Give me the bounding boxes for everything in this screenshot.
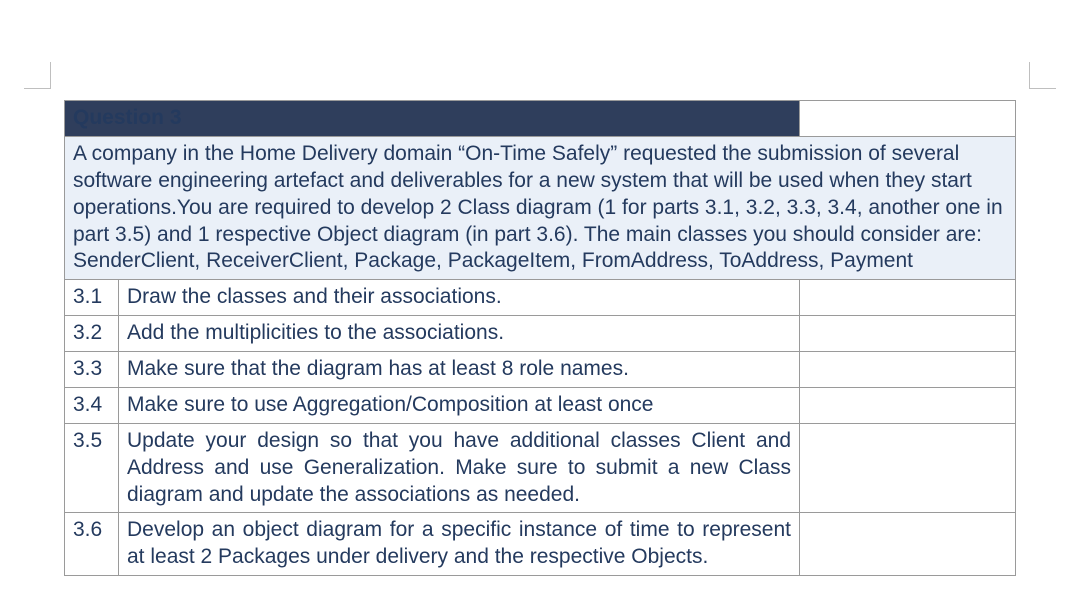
header-row: Question 3 [65,101,1016,137]
task-side-cell [800,316,1016,352]
question-intro: A company in the Home Delivery domain “O… [65,136,1016,279]
task-number: 3.6 [65,513,119,576]
task-row: 3.3Make sure that the diagram has at lea… [65,352,1016,388]
task-text: Develop an object diagram for a specific… [119,513,800,576]
header-empty-cell [800,101,1016,137]
page-corner-left [24,62,51,89]
question-container: Question 3 A company in the Home Deliver… [64,100,1016,576]
task-text: Update your design so that you have addi… [119,423,800,513]
task-side-cell [800,423,1016,513]
task-number: 3.4 [65,387,119,423]
task-row: 3.2Add the multiplicities to the associa… [65,316,1016,352]
page-corner-right [1029,62,1056,89]
task-side-cell [800,352,1016,388]
intro-row: A company in the Home Delivery domain “O… [65,136,1016,279]
task-number: 3.1 [65,280,119,316]
task-text: Draw the classes and their associations. [119,280,800,316]
task-row: 3.1Draw the classes and their associatio… [65,280,1016,316]
question-table: Question 3 A company in the Home Deliver… [64,100,1016,576]
task-text: Add the multiplicities to the associatio… [119,316,800,352]
task-row: 3.4Make sure to use Aggregation/Composit… [65,387,1016,423]
task-side-cell [800,280,1016,316]
task-row: 3.5Update your design so that you have a… [65,423,1016,513]
task-number: 3.3 [65,352,119,388]
task-text: Make sure that the diagram has at least … [119,352,800,388]
task-row: 3.6Develop an object diagram for a speci… [65,513,1016,576]
task-number: 3.2 [65,316,119,352]
question-title: Question 3 [65,101,800,137]
task-text: Make sure to use Aggregation/Composition… [119,387,800,423]
task-side-cell [800,513,1016,576]
task-side-cell [800,387,1016,423]
task-number: 3.5 [65,423,119,513]
